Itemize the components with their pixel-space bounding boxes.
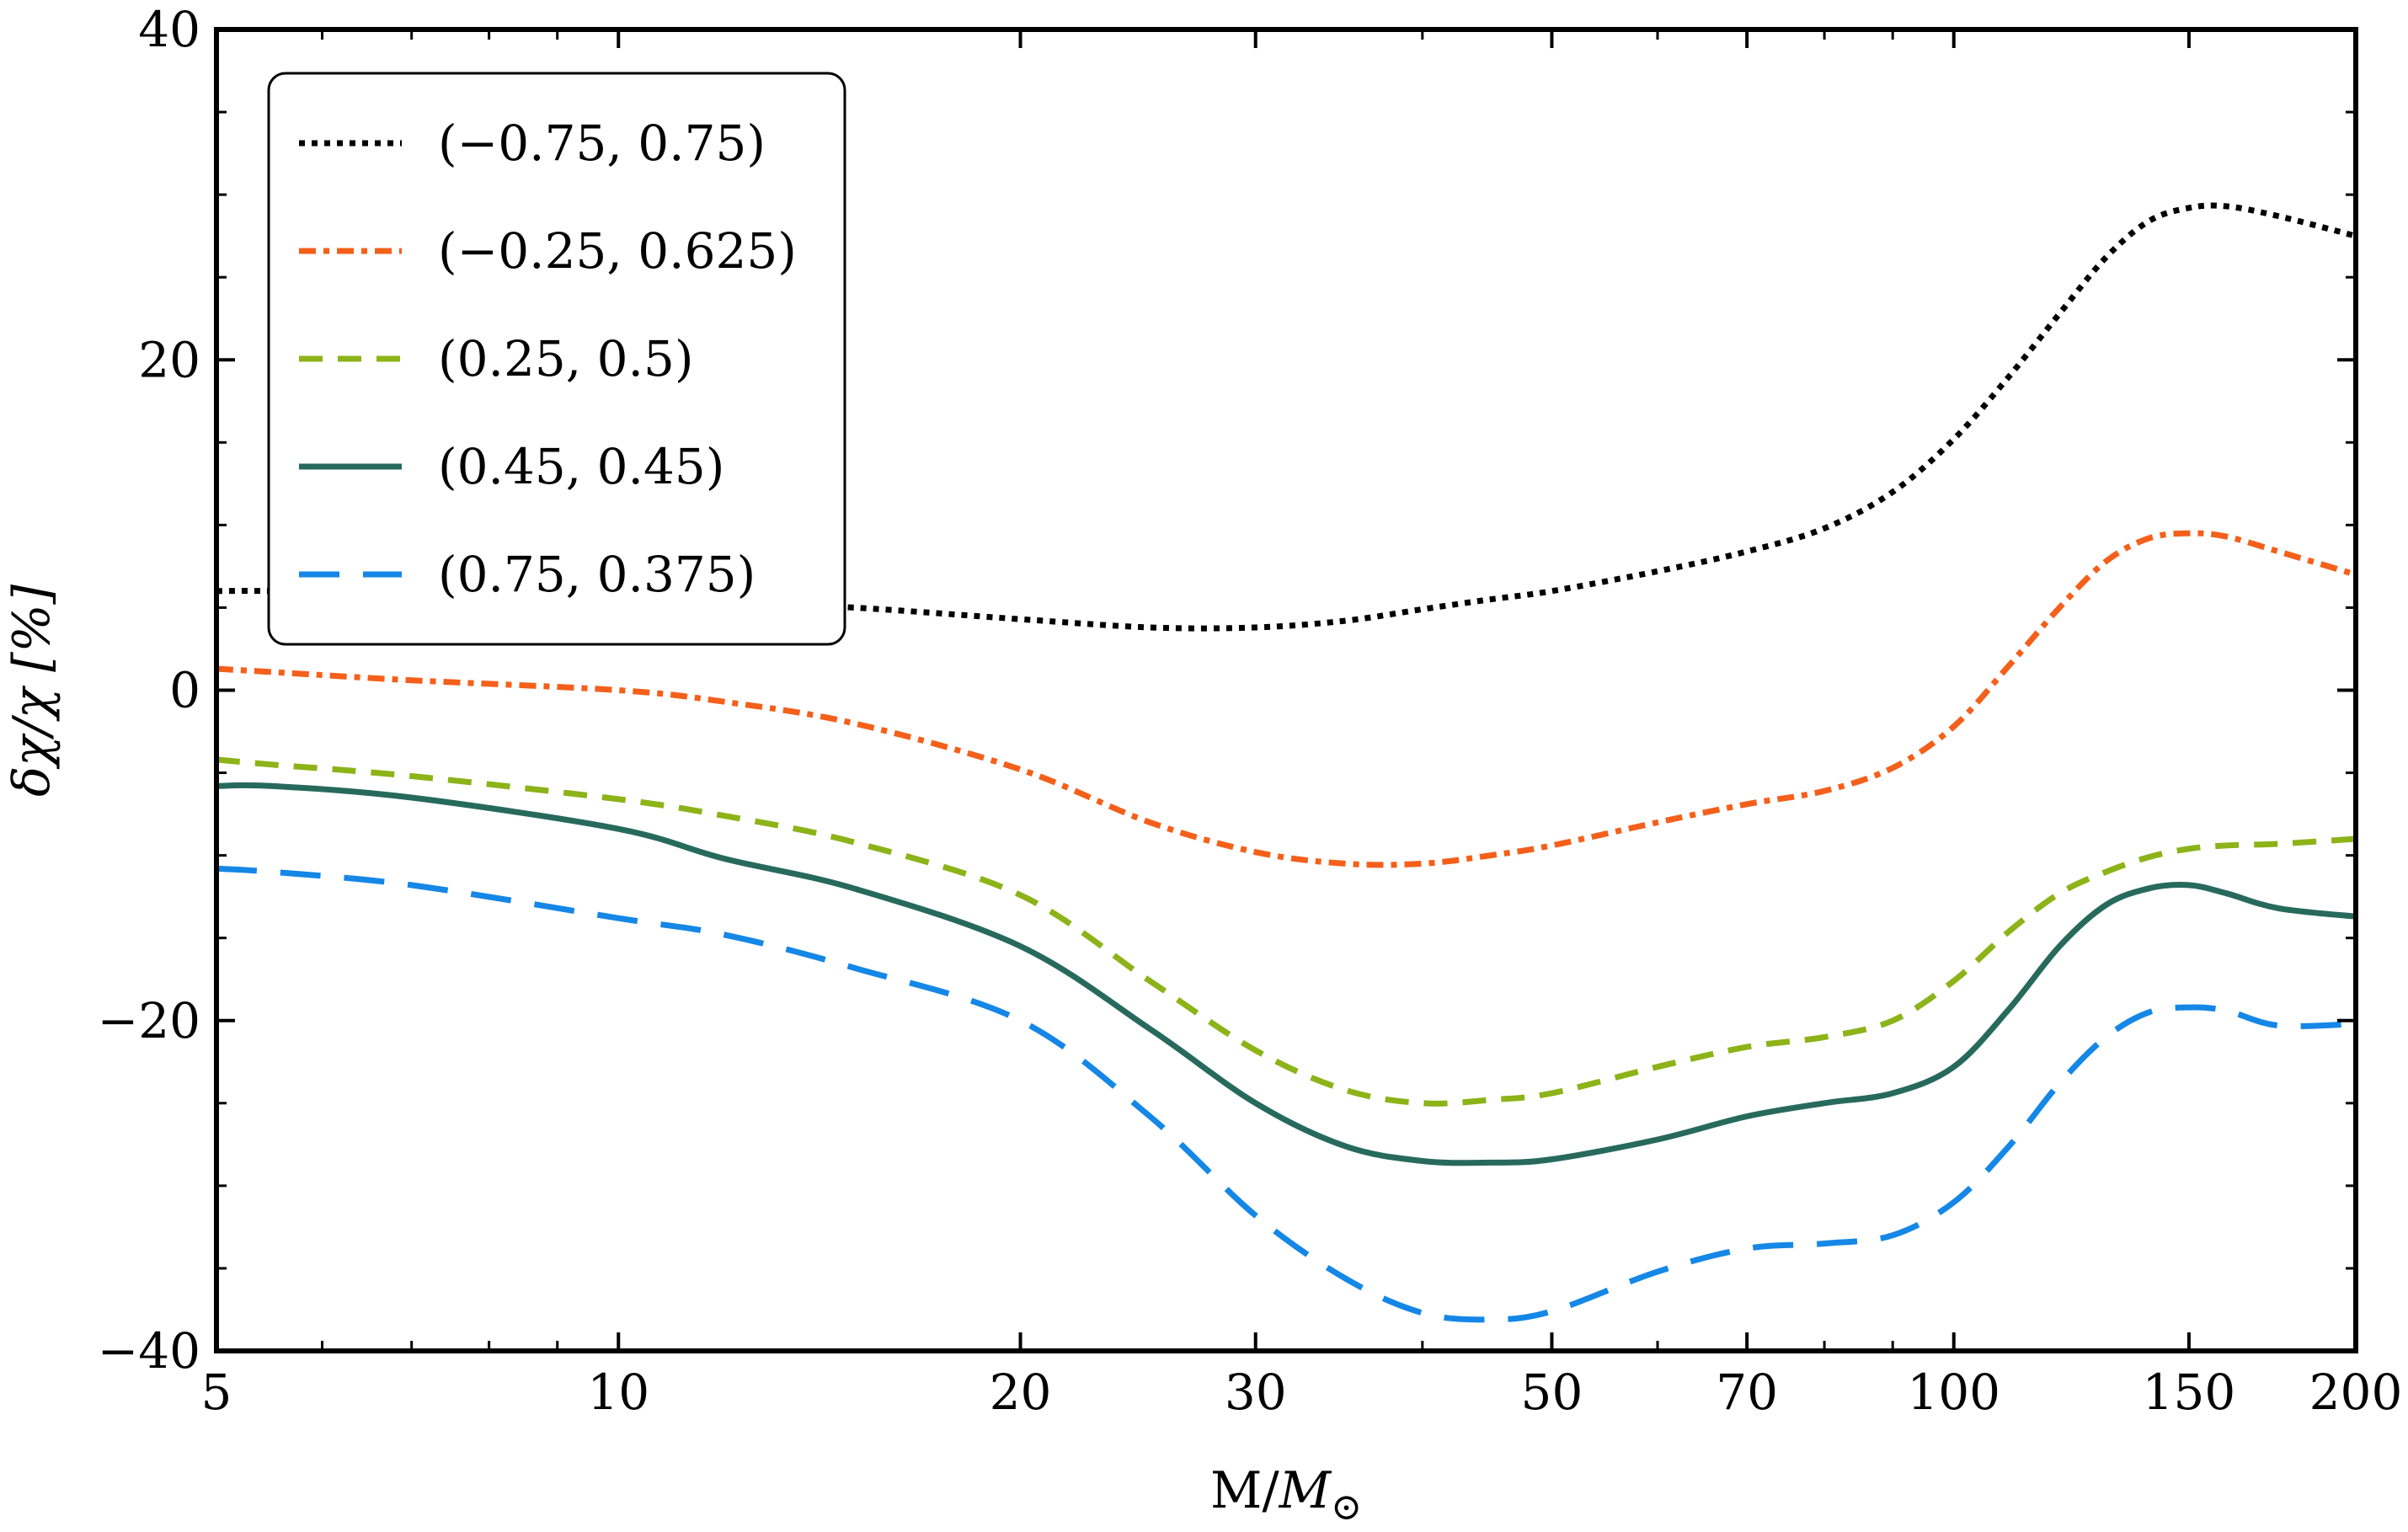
plot-frame: [214, 27, 2358, 1353]
legend-label-5: (0.75, 0.375): [438, 546, 756, 603]
series-line-1: [216, 202, 2357, 632]
series-line-5: [216, 865, 2357, 1323]
y-tick-label: −40: [98, 1322, 200, 1380]
legend-label-4: (0.45, 0.45): [438, 438, 724, 495]
series-line-3: [216, 756, 2357, 1107]
legend-items: (−0.75, 0.75) (−0.25, 0.625) (0.25, 0.5) (0…: [299, 115, 797, 603]
legend-label-2: (−0.25, 0.625): [438, 222, 797, 280]
x-tick-label: 5: [201, 1364, 232, 1421]
y-tick-label: −20: [98, 992, 200, 1049]
x-tick-label: 200: [2309, 1364, 2403, 1421]
legend-label-1: (−0.75, 0.75): [438, 115, 766, 172]
y-tick-label: 40: [138, 1, 200, 58]
y-tick-label: 20: [138, 331, 200, 388]
x-tick-labels: 5 10 20 30 50 70 100 150 200: [201, 1364, 2403, 1421]
y-tick-labels: −40 −20 0 20 40: [98, 1, 200, 1380]
x-tick-label: 20: [990, 1364, 1052, 1421]
series-layer: [216, 202, 2357, 1323]
x-tick-label: 30: [1225, 1364, 1287, 1421]
series-line-4: [216, 782, 2357, 1166]
legend-box: [267, 72, 846, 646]
x-tick-label: 70: [1716, 1364, 1778, 1421]
x-tick-label: 50: [1521, 1364, 1583, 1421]
x-tick-label: 100: [1907, 1364, 2000, 1421]
x-axis-label: M/M⊙: [1210, 1461, 1362, 1529]
x-tick-label: 10: [587, 1364, 649, 1421]
y-axis-label: δχ/χ [%]: [3, 584, 61, 797]
x-tick-label: 150: [2143, 1364, 2236, 1421]
legend-label-3: (0.25, 0.5): [438, 330, 694, 387]
y-tick-label: 0: [169, 662, 200, 719]
series-line-2: [216, 530, 2357, 868]
legend: (−0.75, 0.75) (−0.25, 0.625) (0.25, 0.5) (0…: [267, 72, 846, 646]
